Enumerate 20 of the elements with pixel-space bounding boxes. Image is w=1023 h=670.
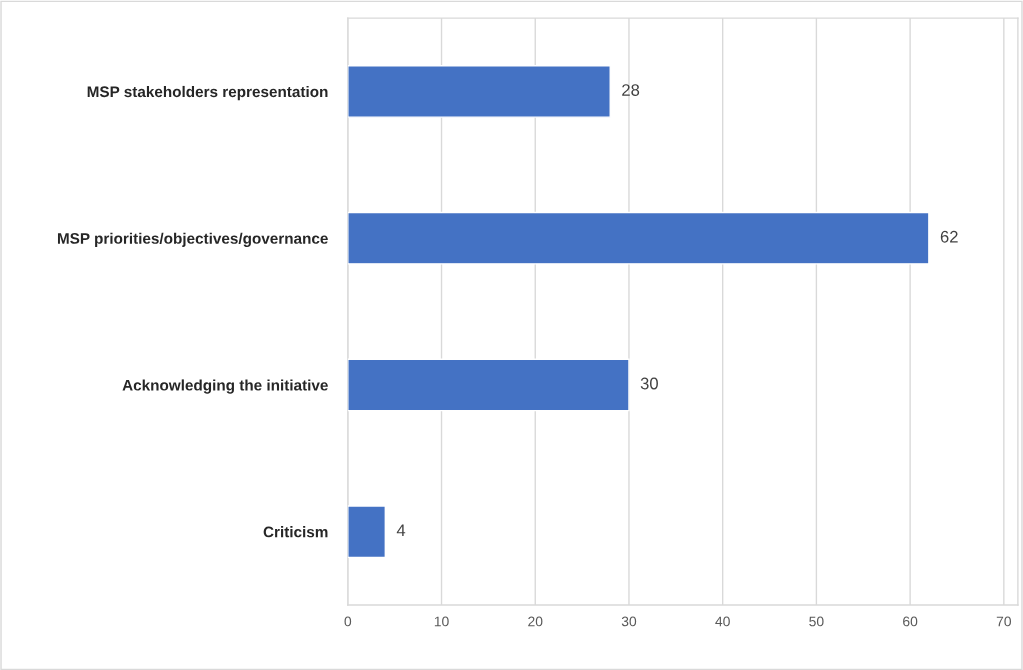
y-tick-label: MSP stakeholders representation [87,85,328,101]
x-tick-label: 70 [996,616,1012,627]
x-tick-label: 30 [621,616,637,627]
x-tick-label: 40 [715,616,730,627]
y-tick-label: MSP priorities/objectives/governance [57,232,328,247]
x-tick-label: 60 [903,616,918,627]
data-label: 4 [396,524,406,536]
data-label: 62 [940,230,958,243]
y-tick-label: Acknowledging the initiative [122,379,328,394]
x-tick-label: 0 [344,616,352,627]
data-label: 30 [640,377,658,390]
x-tick-label: 10 [434,616,449,627]
x-tick-label: 20 [528,616,543,627]
bar [347,358,630,412]
data-label: 28 [622,84,640,96]
bar [347,505,387,559]
bar [347,65,611,118]
x-tick-label: 50 [809,616,824,627]
bar [347,211,930,265]
y-tick-label: Criticism [263,526,328,538]
